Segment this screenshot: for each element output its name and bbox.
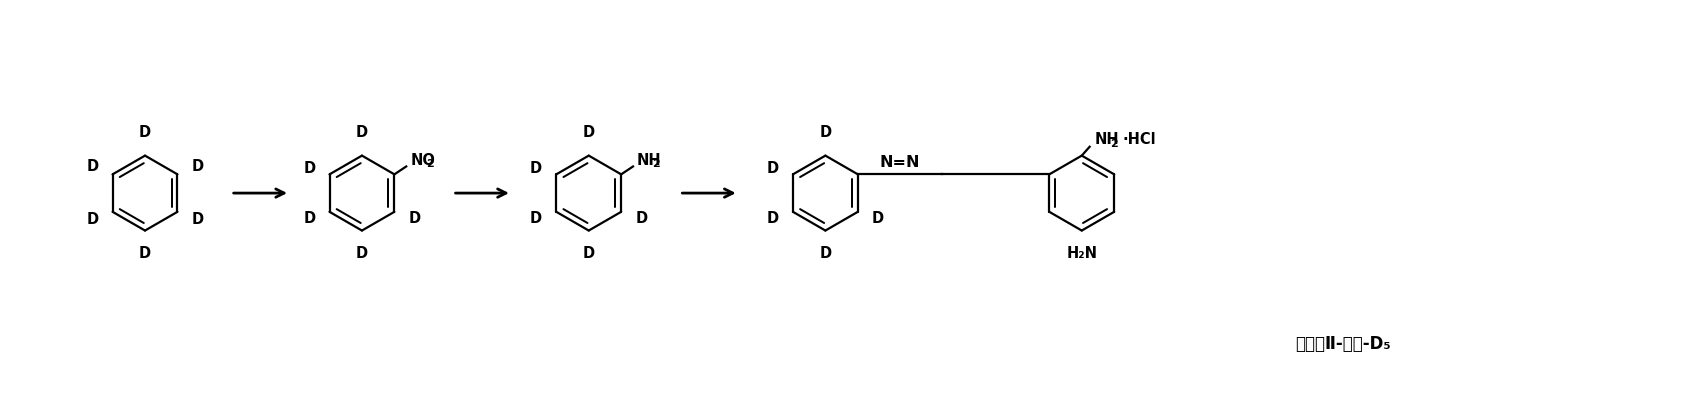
Text: D: D	[583, 246, 595, 261]
Text: ·HCl: ·HCl	[1122, 133, 1154, 147]
Text: D: D	[356, 125, 368, 140]
Text: D: D	[530, 211, 542, 226]
Text: H₂N: H₂N	[1066, 246, 1096, 261]
Text: 2: 2	[1110, 139, 1117, 149]
Text: D: D	[303, 160, 315, 176]
Text: NH: NH	[636, 153, 662, 168]
Text: D: D	[871, 211, 883, 226]
Text: D: D	[818, 246, 830, 261]
Text: 2: 2	[651, 160, 660, 170]
Text: NO: NO	[409, 153, 435, 168]
Text: D: D	[191, 212, 203, 227]
Text: D: D	[138, 125, 152, 140]
Text: D: D	[634, 211, 648, 226]
Text: N=N: N=N	[878, 155, 919, 170]
Text: D: D	[409, 211, 421, 226]
Text: NH: NH	[1095, 133, 1118, 147]
Text: D: D	[530, 160, 542, 176]
Text: D: D	[87, 212, 99, 227]
Text: D: D	[138, 246, 152, 261]
Text: D: D	[818, 125, 830, 140]
Text: 碱性橙Ⅱ-苯基-D₅: 碱性橙Ⅱ-苯基-D₅	[1294, 335, 1390, 353]
Text: D: D	[303, 211, 315, 226]
Text: D: D	[766, 160, 777, 176]
Text: D: D	[87, 159, 99, 174]
Text: D: D	[356, 246, 368, 261]
Text: D: D	[191, 159, 203, 174]
Text: 2: 2	[426, 160, 435, 170]
Text: D: D	[766, 211, 777, 226]
Text: D: D	[583, 125, 595, 140]
